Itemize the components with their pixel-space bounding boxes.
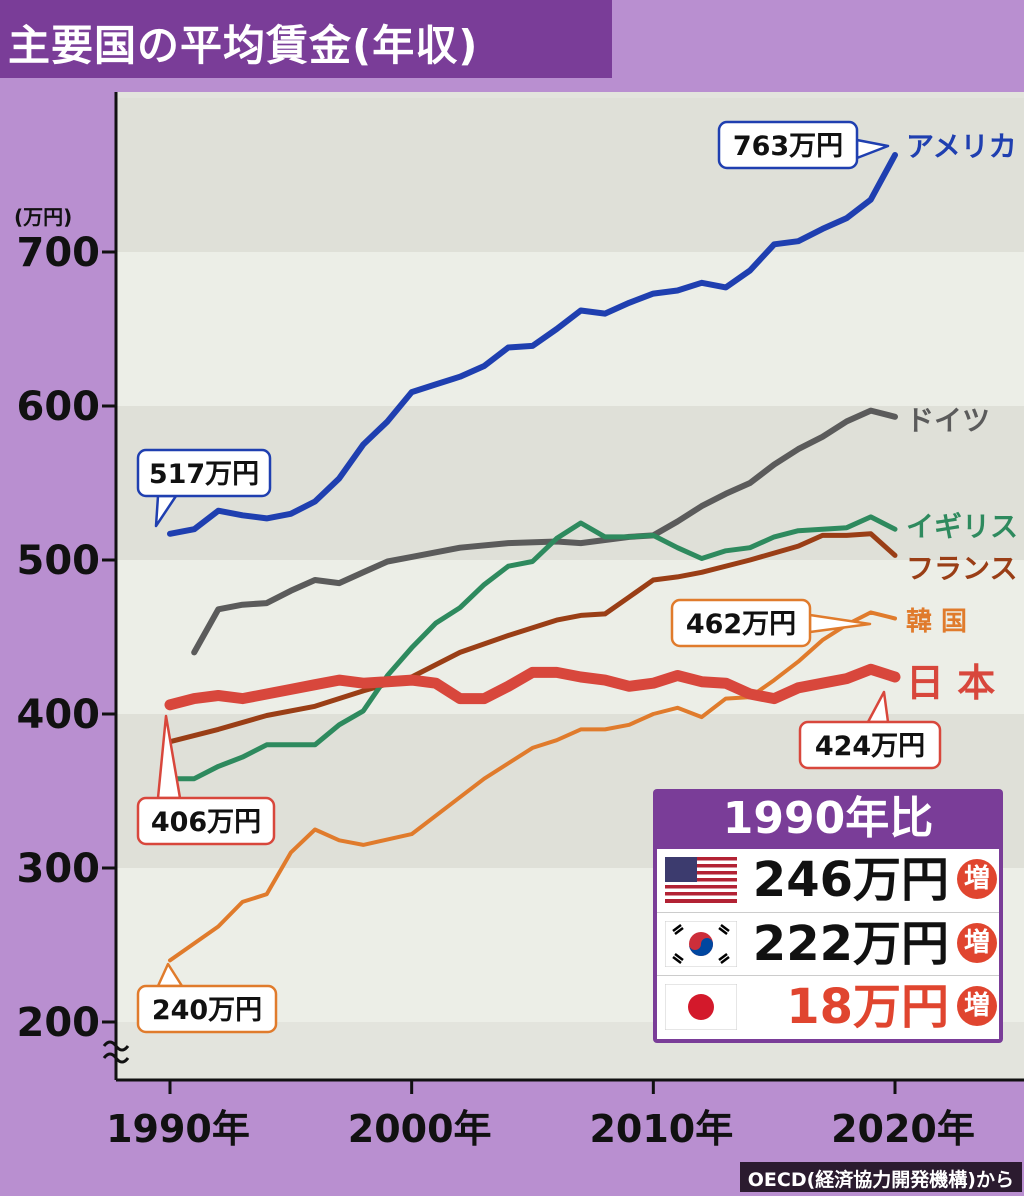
series-label: ドイツ	[906, 404, 990, 437]
x-tick-label: 2020年	[831, 1107, 975, 1151]
chart-title: 主要国の平均賃金(年収)	[0, 0, 612, 78]
callout-label: 406万円	[151, 807, 261, 838]
series-label: フランス	[906, 552, 1017, 585]
series-line	[167, 152, 898, 537]
comparison-rows: 246万円 増	[657, 849, 999, 1039]
y-tick-label: 600	[17, 384, 101, 430]
callout-label: 240万円	[152, 995, 262, 1026]
y-tick-label: 700	[17, 230, 101, 276]
axis-break-mark	[102, 1040, 130, 1064]
series-line	[168, 610, 897, 963]
series-line	[164, 663, 901, 711]
comparison-value: 18万円	[786, 979, 949, 1035]
series-label: アメリカ	[906, 130, 1017, 163]
japan-flag	[664, 983, 738, 1031]
callout-label: 462万円	[686, 609, 796, 640]
comparison-panel: 1990年比 246万円 増	[653, 789, 1003, 1043]
callout-label: 763万円	[733, 131, 843, 162]
series-line	[167, 514, 898, 782]
callout-box	[798, 720, 942, 770]
x-tick-label: 2000年	[348, 1107, 492, 1151]
increase-badge: 増	[957, 859, 997, 899]
increase-badge: 増	[957, 986, 997, 1026]
y-tick-label: 200	[17, 1000, 101, 1046]
y-tick-label: 500	[17, 538, 101, 584]
callout-label: 424万円	[815, 731, 925, 762]
x-tick-label: 2010年	[589, 1107, 733, 1151]
comparison-row: 246万円 増	[657, 849, 999, 911]
y-tick-label: 300	[17, 846, 101, 892]
callout-box	[136, 796, 276, 846]
callout-box	[136, 984, 278, 1034]
grid-band	[116, 560, 1024, 714]
comparison-value: 222万円	[752, 916, 949, 972]
callout-box	[717, 120, 859, 170]
korea-flag	[664, 920, 738, 968]
grid-band	[116, 252, 1024, 406]
y-tick-label: 400	[17, 692, 101, 738]
series-line	[167, 531, 898, 745]
usa-flag	[665, 857, 737, 903]
increase-badge: 増	[957, 923, 997, 963]
source-note: OECD(経済協力開発機構)から	[739, 1162, 1022, 1192]
series-label: 日 本	[906, 661, 995, 705]
comparison-value: 246万円	[752, 852, 949, 908]
series-line	[191, 407, 898, 656]
y-axis-unit: (万円)	[14, 205, 72, 229]
callout-box	[136, 448, 272, 498]
x-tick-label: 1990年	[106, 1107, 250, 1151]
callout-box	[670, 598, 812, 648]
grid-band	[116, 98, 1024, 252]
comparison-row: 18万円 増	[657, 975, 999, 1038]
comparison-title: 1990年比	[722, 793, 934, 844]
comparison-row: 222万円 増	[657, 912, 999, 975]
series-label: イギリス	[906, 510, 1018, 543]
series-label: 韓 国	[906, 607, 967, 637]
callout-label: 517万円	[149, 459, 259, 490]
